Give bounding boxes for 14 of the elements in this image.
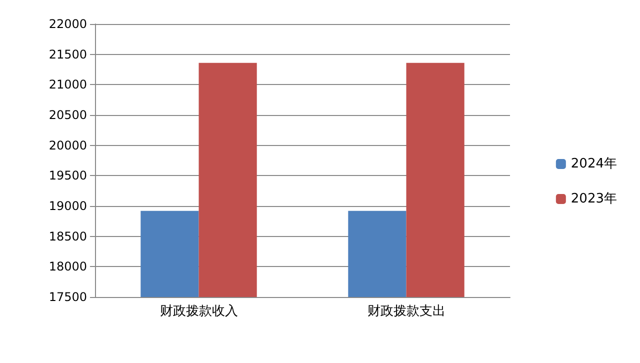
y-tick-label: 19500 [48, 168, 87, 183]
legend-label: 2023年 [570, 192, 618, 206]
y-tick-label: 21000 [48, 78, 87, 92]
y-tick-label: 22000 [48, 17, 87, 31]
y-tick-label: 18500 [48, 229, 87, 244]
y-tick-label: 19000 [48, 199, 87, 213]
y-tick-label: 20000 [48, 138, 87, 152]
x-tick-label: 财政拨款收入 [160, 304, 238, 319]
legend-label: 2024年 [570, 156, 618, 172]
y-tick-label: 20500 [48, 108, 87, 122]
y-tick-label: 21500 [48, 47, 87, 62]
y-tick-label: 17500 [48, 290, 87, 304]
y-tick-label: 18000 [48, 260, 87, 274]
x-tick-label: 财政拨款支出 [367, 304, 446, 319]
